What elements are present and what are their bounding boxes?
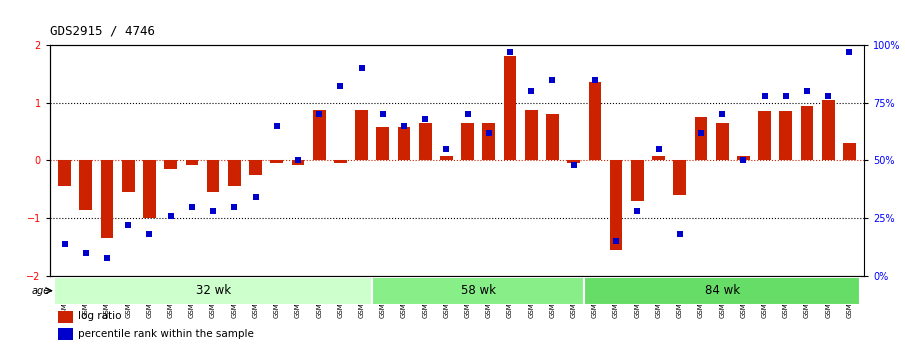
Bar <box>376 127 389 160</box>
Bar <box>758 111 771 160</box>
Text: percentile rank within the sample: percentile rank within the sample <box>79 329 254 338</box>
Point <box>652 146 666 152</box>
Bar <box>482 123 495 160</box>
Bar <box>462 123 474 160</box>
Point <box>312 111 327 117</box>
Bar <box>546 114 559 160</box>
Point <box>270 123 284 128</box>
Bar <box>779 111 792 160</box>
Point <box>164 213 178 219</box>
Text: age: age <box>32 286 50 296</box>
Text: log ratio: log ratio <box>79 312 122 321</box>
Point <box>821 93 835 98</box>
Text: 58 wk: 58 wk <box>461 284 496 297</box>
Bar <box>206 160 220 192</box>
Text: 32 wk: 32 wk <box>195 284 231 297</box>
Bar <box>588 82 601 160</box>
Point <box>757 93 772 98</box>
Point <box>418 116 433 121</box>
Point <box>461 111 475 117</box>
Bar <box>356 110 368 160</box>
Bar <box>58 310 72 323</box>
Point <box>545 77 559 82</box>
Bar <box>673 160 686 195</box>
Bar <box>100 160 113 238</box>
Bar <box>843 143 856 160</box>
Bar <box>313 110 326 160</box>
Bar <box>80 160 92 209</box>
Point <box>778 93 793 98</box>
Bar <box>695 117 708 160</box>
Point <box>376 111 390 117</box>
Point <box>715 111 729 117</box>
Bar <box>291 160 304 165</box>
Bar <box>58 160 71 186</box>
Bar <box>143 160 156 218</box>
Point <box>355 65 369 71</box>
Point <box>291 158 305 163</box>
Point <box>524 88 538 94</box>
Bar <box>249 160 262 175</box>
Bar <box>122 160 135 192</box>
Text: 84 wk: 84 wk <box>705 284 739 297</box>
Point <box>248 195 262 200</box>
Bar <box>525 110 538 160</box>
Bar <box>504 57 517 160</box>
Bar <box>610 160 623 250</box>
Bar <box>397 127 410 160</box>
Bar <box>653 156 665 160</box>
Point <box>587 77 602 82</box>
Bar <box>440 156 452 160</box>
Point <box>121 223 136 228</box>
Bar <box>567 160 580 163</box>
Point <box>333 84 348 89</box>
Point <box>79 250 93 256</box>
Bar <box>372 277 585 305</box>
Text: GDS2915 / 4746: GDS2915 / 4746 <box>50 24 155 37</box>
Bar <box>737 156 749 160</box>
Bar <box>271 160 283 163</box>
Point <box>567 162 581 168</box>
Point <box>142 231 157 237</box>
Point <box>481 130 496 136</box>
Point <box>694 130 709 136</box>
Point <box>57 241 71 246</box>
Bar <box>58 328 72 340</box>
Point <box>672 231 687 237</box>
Bar <box>822 100 834 160</box>
Bar <box>228 160 241 186</box>
Point <box>843 49 857 55</box>
Bar <box>716 123 729 160</box>
Bar <box>165 160 177 169</box>
Point <box>609 239 624 244</box>
Point <box>100 255 114 260</box>
Bar <box>54 277 372 305</box>
Point <box>439 146 453 152</box>
Bar <box>419 123 432 160</box>
Point <box>630 208 644 214</box>
Bar <box>186 160 198 165</box>
Bar <box>801 106 814 160</box>
Point <box>185 204 199 209</box>
Point <box>736 158 750 163</box>
Point <box>396 123 411 128</box>
Point <box>503 49 518 55</box>
Bar <box>334 160 347 163</box>
Point <box>800 88 814 94</box>
Point <box>205 208 220 214</box>
Point <box>227 204 242 209</box>
Bar <box>585 277 860 305</box>
Bar <box>631 160 643 201</box>
